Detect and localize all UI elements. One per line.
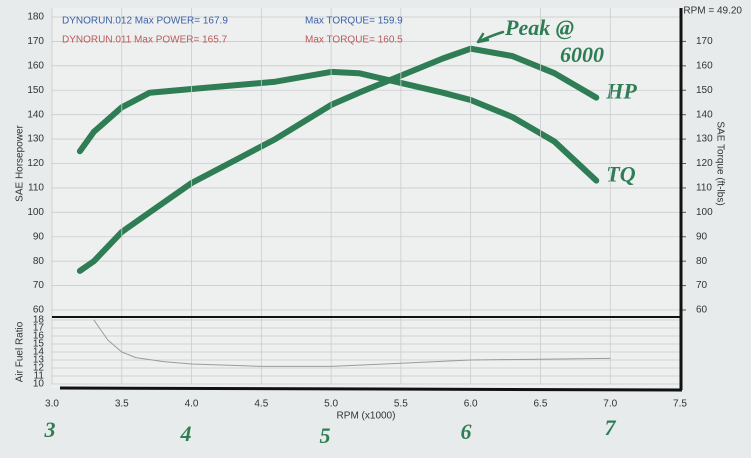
y-tick-label: 70 xyxy=(33,280,45,291)
x-tick-label: 3.5 xyxy=(115,399,129,410)
y2-tick-label: 60 xyxy=(696,305,708,316)
x-tick-label: 7.0 xyxy=(603,399,617,410)
y2-tick-label: 170 xyxy=(696,36,713,47)
x-tick-label: 5.5 xyxy=(394,399,408,410)
y-tick-label: 150 xyxy=(27,85,44,96)
plot-area xyxy=(52,8,680,388)
y-tick-label: 12 xyxy=(33,363,45,374)
y2-tick-label: 90 xyxy=(696,231,708,242)
y2-tick-label: 120 xyxy=(696,158,713,169)
y-tick-label: 13 xyxy=(33,355,45,366)
series-line xyxy=(93,319,611,367)
x-tick-label: 6.5 xyxy=(533,399,547,410)
y-tick-label: 140 xyxy=(27,109,44,120)
handwritten-note: Peak @ xyxy=(504,15,574,40)
x-tick-label: 5.0 xyxy=(324,399,338,410)
handwritten-note: 5 xyxy=(320,423,331,448)
series-label: TQ xyxy=(606,162,635,187)
y-tick-label: 10 xyxy=(33,379,45,390)
x-tick-label: 6.0 xyxy=(464,399,478,410)
handwritten-note: 4 xyxy=(180,421,192,446)
x-tick-label: 7.5 xyxy=(673,399,687,410)
y2-axis-label: SAE Torque (ft-lbs) xyxy=(714,121,725,205)
handwritten-note: 6000 xyxy=(560,42,604,67)
y-tick-label: 18 xyxy=(33,315,45,326)
y-tick-label: 80 xyxy=(33,256,45,267)
y-tick-label: 120 xyxy=(27,158,44,169)
y2-tick-label: 100 xyxy=(696,207,713,218)
y2-tick-label: 70 xyxy=(696,280,708,291)
y2-tick-label: 160 xyxy=(696,60,713,71)
rpm-note: RPM = 49.20 xyxy=(683,6,742,17)
y-tick-label: 90 xyxy=(33,231,45,242)
y-tick-label: 60 xyxy=(33,305,45,316)
y-tick-label: 160 xyxy=(27,60,44,71)
legend-text: DYNORUN.011 Max POWER= 165.7 xyxy=(62,35,228,46)
legend-text: Max TORQUE= 159.9 xyxy=(305,16,403,27)
y-tick-label: 100 xyxy=(27,207,44,218)
handwritten-note: 6 xyxy=(461,419,472,444)
y2-tick-label: 140 xyxy=(696,109,713,120)
legend-text: Max TORQUE= 160.5 xyxy=(305,35,403,46)
x-tick-label: 3.0 xyxy=(45,399,59,410)
x-tick-label: 4.0 xyxy=(185,399,199,410)
y2-tick-label: 80 xyxy=(696,256,708,267)
x-axis xyxy=(59,386,683,392)
legend-text: DYNORUN.012 Max POWER= 167.9 xyxy=(62,16,228,27)
y-tick-label: 11 xyxy=(34,371,45,382)
y-tick-label: 180 xyxy=(27,12,44,23)
y-tick-label: 16 xyxy=(33,331,45,342)
x-tick-label: 4.5 xyxy=(254,399,268,410)
y-tick-label: 17 xyxy=(33,323,45,334)
y-tick-label: 110 xyxy=(28,183,44,194)
y-tick-label: 15 xyxy=(33,339,45,350)
handwritten-note: 3 xyxy=(44,417,56,442)
arrow xyxy=(476,30,505,44)
x-axis-label: RPM (x1000) xyxy=(337,411,396,422)
y2-tick-label: 150 xyxy=(696,85,713,96)
y2-tick-label: 110 xyxy=(696,183,712,194)
y-tick-label: 170 xyxy=(27,36,44,47)
y-tick-label: 130 xyxy=(27,134,44,145)
y-tick-label: 14 xyxy=(33,347,45,358)
y-axis-label: SAE Horsepower xyxy=(15,124,26,201)
y-axis-label: Air Fuel Ratio xyxy=(15,321,26,382)
y2-tick-label: 130 xyxy=(696,134,713,145)
handwritten-note: 7 xyxy=(605,415,617,440)
